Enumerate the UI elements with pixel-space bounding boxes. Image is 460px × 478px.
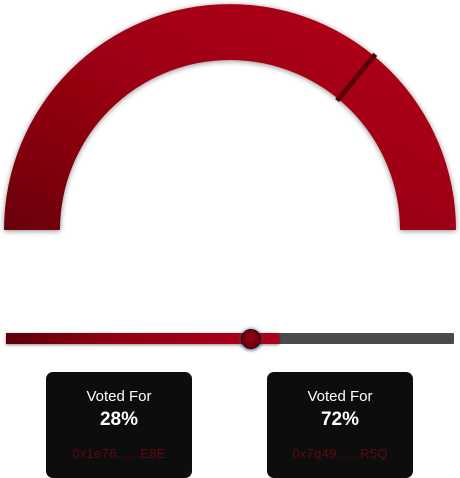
vote-slider[interactable] bbox=[6, 326, 454, 350]
slider-fill bbox=[6, 333, 280, 344]
vote-card-left: Voted For 28% 0x1e76......E8E bbox=[46, 372, 192, 478]
gauge-marker bbox=[335, 52, 378, 103]
vote-card-right: Voted For 72% 0x7q49......R5Q bbox=[267, 372, 413, 478]
slider-track[interactable] bbox=[6, 333, 454, 344]
vote-card-percent: 72% bbox=[320, 409, 360, 430]
vote-card-label: Voted For bbox=[86, 388, 152, 405]
slider-thumb[interactable] bbox=[241, 329, 262, 349]
gauge-arc bbox=[4, 4, 456, 231]
vote-card-label: Voted For bbox=[307, 388, 373, 405]
vote-card-address: 0x7q49......R5Q bbox=[292, 446, 388, 461]
vote-card-address: 0x1e76......E8E bbox=[72, 446, 166, 461]
vote-gauge bbox=[4, 4, 456, 231]
vote-card-percent: 28% bbox=[99, 409, 139, 430]
